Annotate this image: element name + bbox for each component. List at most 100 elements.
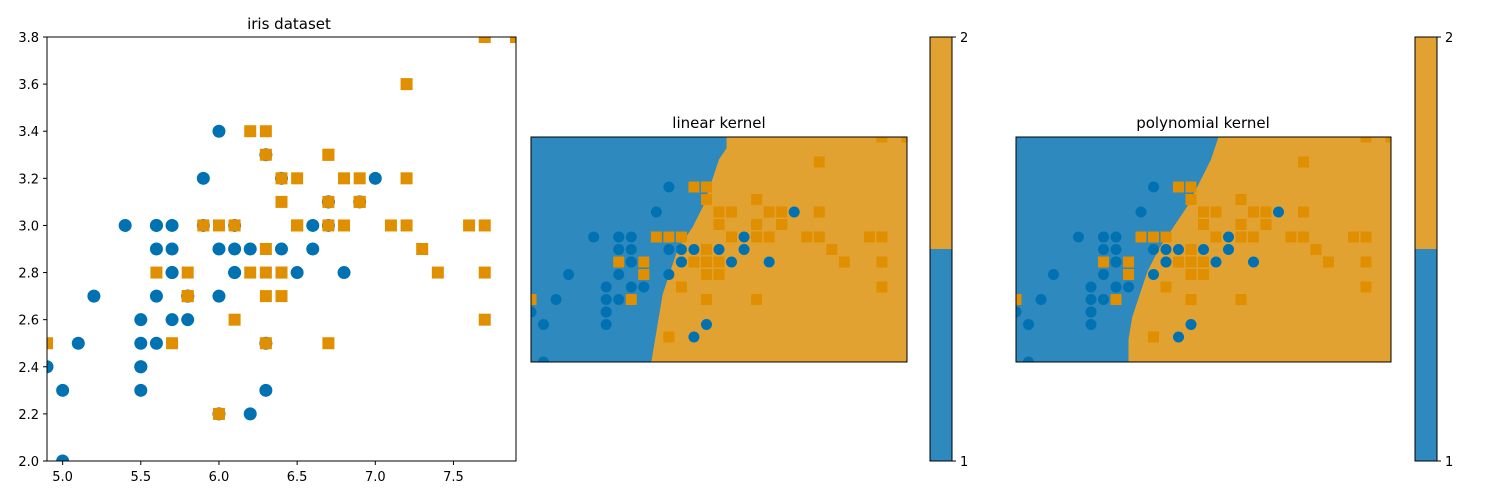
class-2-point: [478, 37, 491, 43]
class-2-point: [700, 269, 712, 280]
y-tick-label: 3.2: [18, 172, 39, 187]
class-1-point: [228, 242, 242, 256]
class-2-point: [713, 206, 725, 218]
class-2-point: [726, 231, 738, 243]
class-2-point: [675, 281, 687, 293]
class-2-point: [1235, 194, 1247, 205]
class-2-point: [751, 294, 763, 305]
class-1-point: [538, 319, 550, 330]
class-2-point: [291, 172, 304, 185]
class-1-point: [1160, 244, 1172, 255]
class-1-point: [788, 206, 800, 218]
class-1-point: [1110, 231, 1122, 243]
class-1-point: [700, 319, 712, 330]
class-2-point: [688, 256, 700, 268]
scatter-y-ticks: 2.0 2.2 2.4 2.6 2.8 3.0 3.2 3.4 3.6 3.8: [18, 31, 47, 470]
class-1-point: [306, 218, 320, 232]
class-2-point: [1160, 231, 1172, 243]
class-1-point: [259, 383, 273, 397]
class-1-point: [763, 256, 775, 268]
scatter-axes-frame: [46, 36, 517, 462]
class-2-point: [1310, 244, 1322, 255]
class-2-point: [322, 195, 335, 208]
colorbar-1-frame: [929, 36, 953, 462]
class-1-point: [71, 336, 85, 350]
class-1-point: [212, 242, 226, 256]
class-1-point: [613, 294, 625, 305]
class-2-point: [713, 256, 725, 268]
class-2-point: [901, 137, 907, 143]
colorbar-2-class-2-band: [1415, 37, 1437, 249]
class-1-point: [600, 294, 612, 305]
x-tick-label: 6.5: [287, 470, 308, 485]
class-1-point: [212, 289, 226, 303]
class-1-point: [165, 313, 179, 327]
colorbar-2-label-1: 1: [1445, 455, 1453, 470]
class-1-point: [243, 242, 257, 256]
class-1-point: [1148, 269, 1159, 280]
class-1-point: [1085, 281, 1097, 293]
class-2-point: [1260, 206, 1272, 218]
class-2-point: [1198, 219, 1209, 230]
class-1-point: [688, 244, 700, 255]
class-1-point: [1148, 244, 1159, 255]
class-1-point: [613, 244, 625, 255]
class-1-point: [228, 266, 242, 280]
class-2-point: [1298, 231, 1309, 243]
class-2-point: [1110, 294, 1122, 305]
class-2-point: [763, 206, 775, 218]
class-1-point: [613, 269, 625, 280]
x-tick-label: 7.5: [443, 470, 464, 485]
class-2-point: [625, 294, 637, 305]
class-1-point: [538, 356, 550, 362]
class-2-point: [259, 337, 272, 350]
class-2-point: [1148, 231, 1159, 243]
class-2-point: [1198, 269, 1209, 280]
class-1-point: [663, 181, 675, 193]
class-2-point: [838, 256, 850, 268]
linear-kernel-marks: [531, 137, 907, 362]
class-1-point: [290, 266, 304, 280]
class-2-point: [813, 156, 825, 168]
class-2-point: [150, 266, 163, 279]
class-1-point: [1148, 181, 1159, 193]
class-2-point: [876, 256, 888, 268]
class-2-point: [1235, 219, 1247, 230]
scatter-title: iris dataset: [247, 15, 331, 33]
class-1-point: [1085, 294, 1097, 305]
class-1-point: [1085, 319, 1097, 330]
class-2-point: [1248, 231, 1259, 243]
class-1-point: [149, 218, 163, 232]
class-2-point: [700, 244, 712, 255]
class-1-point: [600, 306, 612, 318]
polynomial-axes-frame: [1015, 136, 1392, 363]
class-1-point: [275, 242, 288, 256]
class-1-point: [663, 269, 675, 280]
class-2-point: [1123, 256, 1134, 268]
class-1-point: [625, 281, 637, 293]
class-2-point: [813, 231, 825, 243]
class-2-point: [650, 231, 662, 243]
class-1-point: [1135, 206, 1147, 218]
colorbar-1-class-1-band: [930, 249, 952, 461]
class-2-point: [244, 266, 257, 279]
class-1-point: [663, 244, 675, 255]
class-1-point: [1098, 269, 1109, 280]
class-2-point: [1260, 219, 1272, 230]
colorbar-2-class-1-band: [1415, 249, 1437, 461]
class-1-point: [531, 306, 537, 318]
class-1-point: [1210, 256, 1222, 268]
class-2-point: [1173, 256, 1184, 268]
class-2-point: [259, 243, 272, 255]
class-1-point: [1098, 231, 1109, 243]
class-2-point: [291, 219, 304, 232]
class-2-point: [1123, 269, 1134, 280]
linear-axes-frame: [530, 136, 908, 363]
class-2-point: [663, 331, 675, 343]
class-1-point: [1023, 319, 1034, 330]
class-1-point: [1023, 356, 1034, 362]
class-1-point: [1123, 281, 1134, 293]
class-1-point: [1273, 206, 1284, 218]
class-2-point: [228, 313, 241, 326]
